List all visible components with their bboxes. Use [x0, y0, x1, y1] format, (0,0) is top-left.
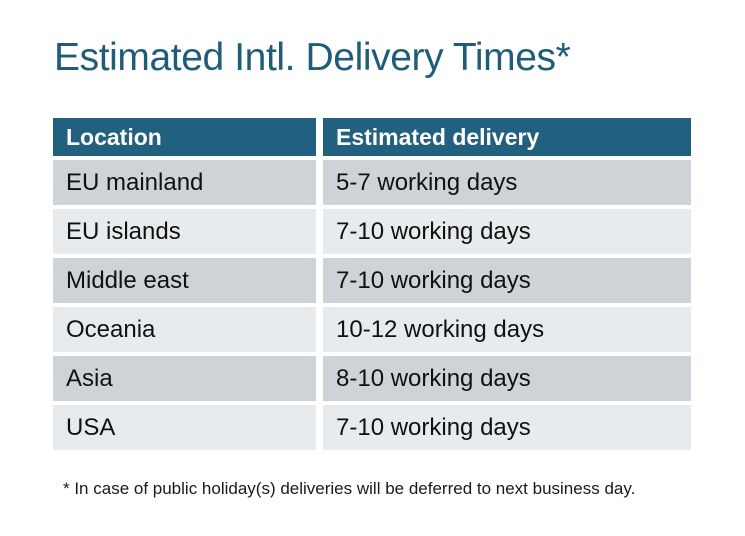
cell-location: Middle east: [53, 258, 316, 303]
cell-location: Oceania: [53, 307, 316, 352]
cell-delivery: 7-10 working days: [323, 209, 691, 254]
cell-delivery: 5-7 working days: [323, 160, 691, 205]
page-title: Estimated Intl. Delivery Times*: [54, 36, 571, 79]
cell-location: Asia: [53, 356, 316, 401]
column-header-estimated-delivery: Estimated delivery: [323, 118, 691, 156]
cell-location: USA: [53, 405, 316, 450]
footnote: * In case of public holiday(s) deliverie…: [63, 479, 636, 498]
cell-delivery: 8-10 working days: [323, 356, 691, 401]
cell-location: EU islands: [53, 209, 316, 254]
cell-delivery: 7-10 working days: [323, 258, 691, 303]
cell-delivery: 10-12 working days: [323, 307, 691, 352]
cell-location: EU mainland: [53, 160, 316, 205]
delivery-times-table: Location Estimated delivery EU mainland …: [53, 118, 691, 450]
column-header-location: Location: [53, 118, 316, 156]
cell-delivery: 7-10 working days: [323, 405, 691, 450]
